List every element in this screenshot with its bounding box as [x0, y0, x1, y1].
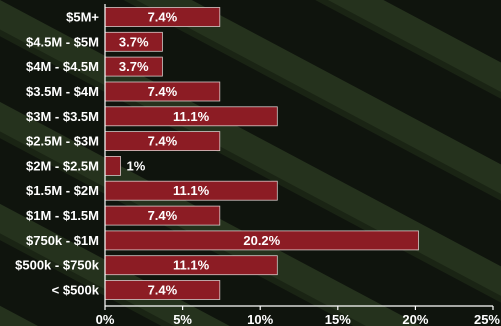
- x-tick-label: 0%: [96, 312, 115, 326]
- x-tick-label: 25%: [474, 312, 500, 326]
- x-tick-label: 5%: [173, 312, 192, 326]
- data-label: 7.4%: [148, 10, 178, 25]
- data-label: 7.4%: [148, 208, 178, 223]
- category-label: $1.5M - $2M: [26, 183, 99, 198]
- data-label: 3.7%: [119, 59, 149, 74]
- data-label: 7.4%: [148, 84, 178, 99]
- category-label: $2M - $2.5M: [26, 158, 99, 173]
- x-tick-label: 15%: [325, 312, 351, 326]
- category-label: $4.5M - $5M: [26, 34, 99, 49]
- bar: [104, 155, 121, 176]
- data-label: 11.1%: [173, 258, 210, 273]
- category-label: $500k - $750k: [15, 258, 100, 273]
- category-label: $3.5M - $4M: [26, 84, 99, 99]
- data-label: 1%: [127, 158, 146, 173]
- data-label: 7.4%: [148, 134, 178, 149]
- category-label: $4M - $4.5M: [26, 59, 99, 74]
- category-label: < $500k: [52, 283, 100, 298]
- category-label: $2.5M - $3M: [26, 134, 99, 149]
- x-tick-label: 10%: [247, 312, 273, 326]
- x-tick-label: 20%: [402, 312, 428, 326]
- category-label: $5M+: [66, 10, 99, 25]
- data-label: 11.1%: [173, 183, 210, 198]
- data-label: 3.7%: [119, 34, 149, 49]
- category-label: $1M - $1.5M: [26, 208, 99, 223]
- data-label: 11.1%: [173, 109, 210, 124]
- data-label: 7.4%: [148, 283, 178, 298]
- category-label: $750k - $1M: [26, 233, 99, 248]
- data-label: 20.2%: [243, 233, 280, 248]
- category-label: $3M - $3.5M: [26, 109, 99, 124]
